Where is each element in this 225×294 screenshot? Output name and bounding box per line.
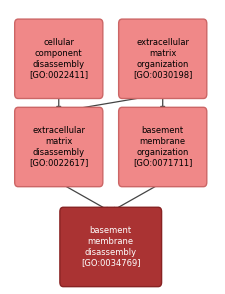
Text: cellular
component
disassembly
[GO:0022411]: cellular component disassembly [GO:00224… <box>29 38 88 79</box>
FancyBboxPatch shape <box>15 19 102 98</box>
FancyBboxPatch shape <box>15 107 102 187</box>
Text: basement
membrane
disassembly
[GO:0034769]: basement membrane disassembly [GO:003476… <box>81 226 140 268</box>
Text: extracellular
matrix
organization
[GO:0030198]: extracellular matrix organization [GO:00… <box>133 38 191 79</box>
Text: basement
membrane
organization
[GO:0071711]: basement membrane organization [GO:00717… <box>133 126 191 168</box>
Text: extracellular
matrix
disassembly
[GO:0022617]: extracellular matrix disassembly [GO:002… <box>29 126 88 168</box>
FancyBboxPatch shape <box>118 19 206 98</box>
FancyBboxPatch shape <box>118 107 206 187</box>
FancyBboxPatch shape <box>60 207 161 287</box>
